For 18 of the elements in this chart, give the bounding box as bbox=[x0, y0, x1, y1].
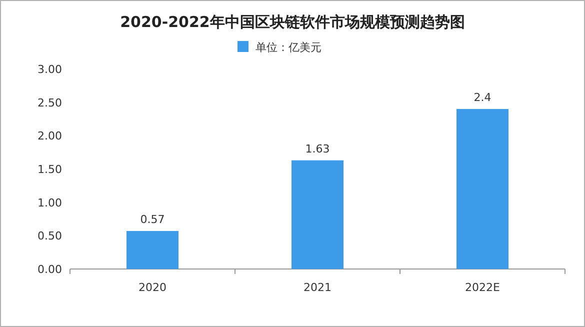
bar bbox=[292, 160, 344, 269]
data-label: 2.4 bbox=[474, 91, 492, 104]
y-tick-label: 2.50 bbox=[38, 96, 62, 110]
y-tick-label: 1.00 bbox=[38, 196, 62, 210]
chart-title: 2020-2022年中国区块链软件市场规模预测趋势图 bbox=[120, 13, 465, 31]
y-tick-label: 3.00 bbox=[38, 63, 62, 76]
y-tick-label: 0.50 bbox=[38, 230, 62, 243]
x-tick-label: 2020 bbox=[138, 281, 166, 294]
data-label: 0.57 bbox=[140, 213, 165, 226]
data-label: 1.63 bbox=[305, 142, 330, 156]
x-tick-label: 2022E bbox=[465, 281, 500, 294]
x-tick-label: 2021 bbox=[304, 281, 332, 294]
legend-label: 单位：亿美元 bbox=[256, 41, 322, 54]
bar bbox=[126, 231, 178, 269]
y-tick-label: 1.50 bbox=[38, 163, 62, 176]
y-tick-label: 0.00 bbox=[38, 263, 62, 276]
y-tick-label: 2.00 bbox=[38, 130, 62, 143]
bar bbox=[456, 109, 508, 269]
